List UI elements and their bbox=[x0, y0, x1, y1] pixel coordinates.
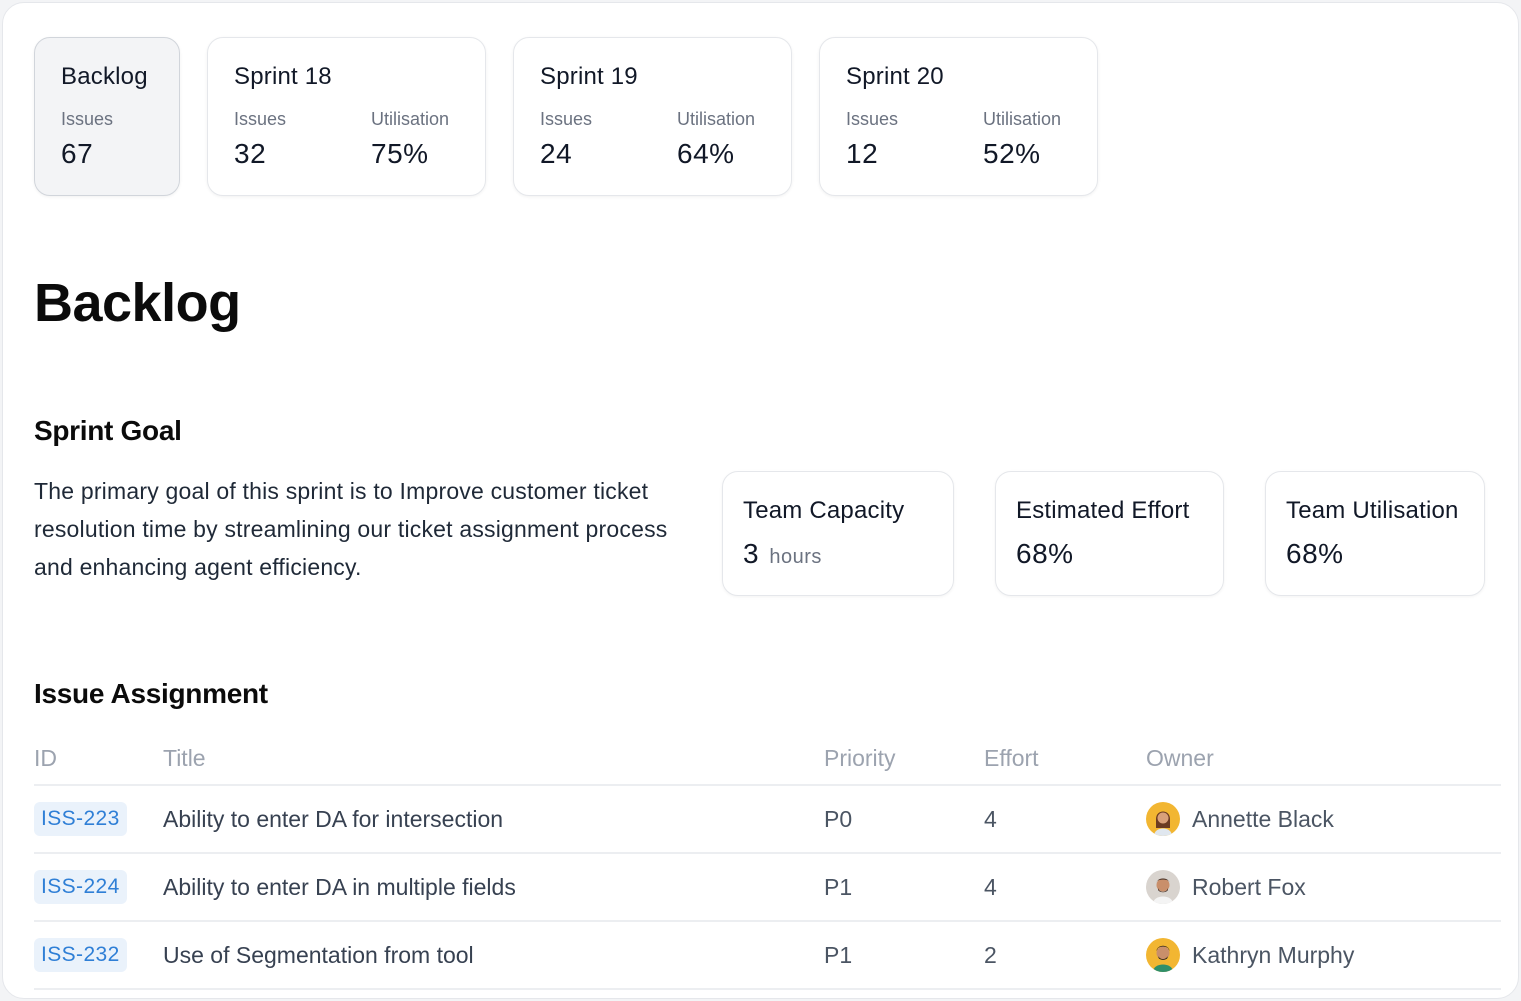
tab-utilisation-value: 52% bbox=[983, 138, 1041, 169]
tab-issues-label: Issues bbox=[234, 109, 287, 129]
tab-issues-value: 32 bbox=[234, 138, 267, 169]
column-header-priority: Priority bbox=[824, 744, 896, 771]
column-header-effort: Effort bbox=[984, 744, 1039, 771]
owner-name: Kathryn Murphy bbox=[1192, 941, 1355, 968]
tab-stats: Issues 32 Utilisation 75% bbox=[234, 108, 459, 170]
team-capacity-label: Team Capacity bbox=[743, 497, 905, 524]
tab-utilisation-value: 64% bbox=[677, 138, 735, 169]
avatar bbox=[1146, 938, 1180, 972]
tab-stats: Issues 12 Utilisation 52% bbox=[846, 108, 1071, 170]
owner-name: Annette Black bbox=[1192, 805, 1334, 832]
issue-assignment-title: Issue Assignment bbox=[34, 678, 268, 709]
team-utilisation-card: Team Utilisation 68% bbox=[1265, 471, 1485, 596]
column-header-id: ID bbox=[34, 744, 57, 771]
issue-effort-cell: 2 bbox=[984, 941, 997, 968]
tab-issues-value: 24 bbox=[540, 138, 573, 169]
issue-id-cell: ISS-224 bbox=[34, 870, 163, 904]
issue-effort-cell: 4 bbox=[984, 805, 997, 832]
team-capacity-unit: hours bbox=[769, 546, 822, 568]
avatar bbox=[1146, 870, 1180, 904]
tab-name: Sprint 19 bbox=[540, 63, 638, 90]
tab-backlog[interactable]: Backlog Issues 67 bbox=[34, 37, 180, 196]
tab-issues-label: Issues bbox=[61, 109, 114, 129]
tab-utilisation-stat: Utilisation 75% bbox=[371, 108, 449, 170]
issue-id-cell: ISS-232 bbox=[34, 938, 163, 972]
tab-issues-stat: Issues 12 bbox=[846, 108, 983, 170]
tab-stats: Issues 24 Utilisation 64% bbox=[540, 108, 765, 170]
owner-name: Robert Fox bbox=[1192, 873, 1306, 900]
page-title: Backlog bbox=[34, 273, 241, 333]
tab-utilisation-label: Utilisation bbox=[983, 109, 1062, 129]
team-capacity-value-wrap: 3 hours bbox=[743, 538, 933, 573]
tab-issues-label: Issues bbox=[846, 109, 899, 129]
estimated-effort-value: 68% bbox=[1016, 538, 1074, 569]
team-utilisation-label: Team Utilisation bbox=[1286, 497, 1459, 524]
table-header: ID Title Priority Effort Owner bbox=[34, 732, 1501, 786]
column-header-title: Title bbox=[163, 744, 206, 771]
tab-issues-value: 67 bbox=[61, 138, 94, 169]
table-row[interactable]: ISS-232 Use of Segmentation from tool P1… bbox=[34, 922, 1501, 990]
issue-owner-cell: Robert Fox bbox=[1146, 870, 1501, 904]
tab-issues-stat: Issues 24 bbox=[540, 108, 677, 170]
issue-priority-cell: P0 bbox=[824, 805, 853, 832]
tab-issues-value: 12 bbox=[846, 138, 879, 169]
issue-priority-cell: P1 bbox=[824, 873, 853, 900]
table-row[interactable]: ISS-224 Ability to enter DA in multiple … bbox=[34, 854, 1501, 922]
sprint-goal-text: The primary goal of this sprint is to Im… bbox=[34, 478, 668, 580]
tab-utilisation-label: Utilisation bbox=[371, 109, 450, 129]
team-capacity-card: Team Capacity 3 hours bbox=[722, 471, 954, 596]
column-header-owner: Owner bbox=[1146, 744, 1214, 771]
tab-utilisation-stat: Utilisation 52% bbox=[983, 108, 1061, 170]
sprint-tabs: Backlog Issues 67 Sprint 18 Issues 32 Ut… bbox=[34, 37, 1098, 196]
table-row[interactable]: ISS-223 Ability to enter DA for intersec… bbox=[34, 786, 1501, 854]
tab-sprint-18[interactable]: Sprint 18 Issues 32 Utilisation 75% bbox=[207, 37, 486, 196]
avatar bbox=[1146, 802, 1180, 836]
issue-effort-cell: 4 bbox=[984, 873, 997, 900]
issue-id-badge[interactable]: ISS-223 bbox=[34, 802, 127, 836]
tab-utilisation-value: 75% bbox=[371, 138, 429, 169]
issue-owner-cell: Annette Black bbox=[1146, 802, 1501, 836]
issue-owner-cell: Kathryn Murphy bbox=[1146, 938, 1501, 972]
tab-name: Backlog bbox=[61, 63, 148, 90]
tab-stats: Issues 67 bbox=[61, 108, 153, 170]
tab-issues-stat: Issues 32 bbox=[234, 108, 371, 170]
team-capacity-value: 3 bbox=[743, 538, 760, 569]
tab-utilisation-label: Utilisation bbox=[677, 109, 756, 129]
issue-id-badge[interactable]: ISS-224 bbox=[34, 870, 127, 904]
tab-utilisation-stat: Utilisation 64% bbox=[677, 108, 755, 170]
estimated-effort-label: Estimated Effort bbox=[1016, 497, 1190, 524]
issue-id-cell: ISS-223 bbox=[34, 802, 163, 836]
issue-id-badge[interactable]: ISS-232 bbox=[34, 938, 127, 972]
issue-title-cell: Ability to enter DA for intersection bbox=[163, 805, 504, 832]
tab-name: Sprint 18 bbox=[234, 63, 332, 90]
issue-priority-cell: P1 bbox=[824, 941, 853, 968]
estimated-effort-card: Estimated Effort 68% bbox=[995, 471, 1224, 596]
sprint-goal-title: Sprint Goal bbox=[34, 415, 182, 446]
tab-sprint-19[interactable]: Sprint 19 Issues 24 Utilisation 64% bbox=[513, 37, 792, 196]
tab-name: Sprint 20 bbox=[846, 63, 944, 90]
tab-issues-stat: Issues 67 bbox=[61, 108, 113, 170]
issue-table: ID Title Priority Effort Owner ISS-223 A… bbox=[34, 732, 1501, 990]
issue-title-cell: Use of Segmentation from tool bbox=[163, 941, 474, 968]
issue-title-cell: Ability to enter DA in multiple fields bbox=[163, 873, 516, 900]
tab-issues-label: Issues bbox=[540, 109, 593, 129]
team-utilisation-value: 68% bbox=[1286, 538, 1344, 569]
tab-sprint-20[interactable]: Sprint 20 Issues 12 Utilisation 52% bbox=[819, 37, 1098, 196]
